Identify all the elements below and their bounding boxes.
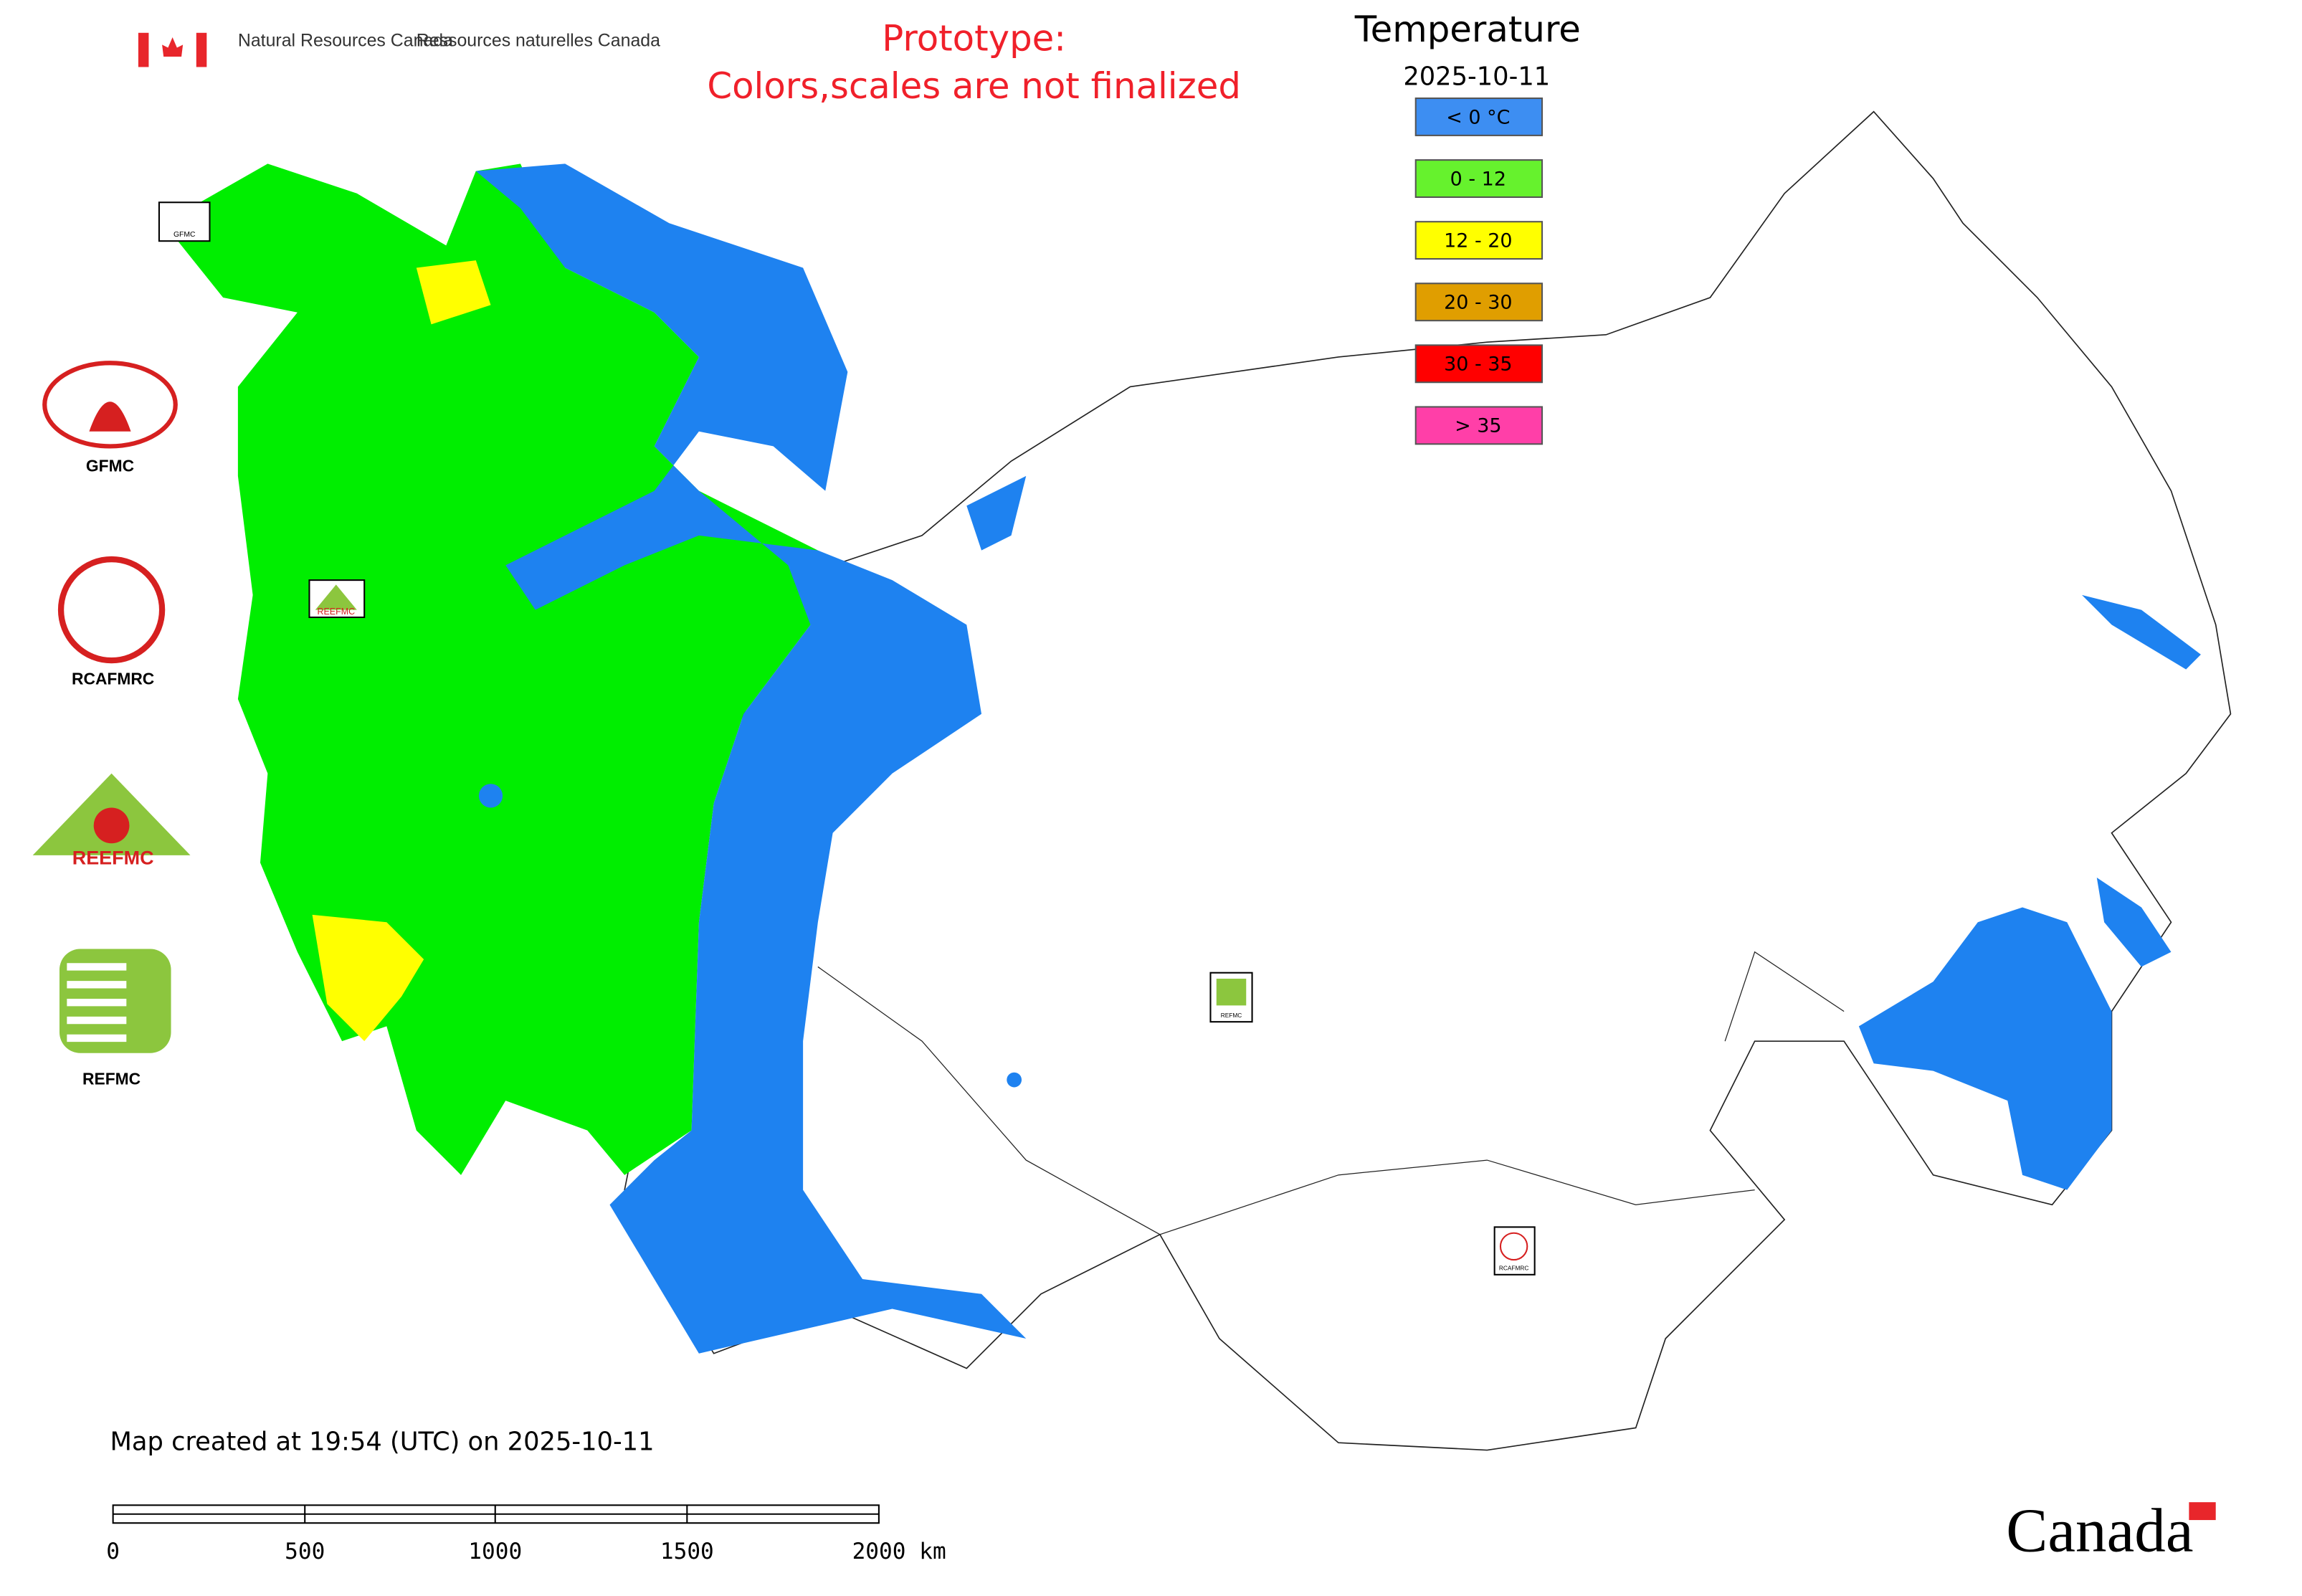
legend-swatch	[1414, 282, 1544, 322]
logo-label: REEFMC	[72, 847, 154, 868]
legend-swatch	[1414, 406, 1544, 445]
wordmark-flag	[2189, 1502, 2216, 1521]
lake	[1007, 1072, 1022, 1088]
temp-region-cold	[2082, 594, 2201, 670]
legend: < 0 °C 0 - 12 12 - 20 20 - 30 30 - 35 > 35	[1414, 98, 1544, 445]
badge: RCAFMRC	[1493, 1226, 1536, 1276]
temp-region-warm	[312, 914, 424, 1042]
scale-label: 500	[285, 1539, 325, 1564]
legend-label: 30 - 35	[1444, 353, 1512, 376]
lake	[478, 784, 503, 808]
temp-region-cold	[2096, 877, 2172, 967]
legend-label: > 35	[1455, 415, 1501, 437]
legend-label: 12 - 20	[1444, 229, 1512, 252]
created-note: Map created at 19:54 (UTC) on 2025-10-11	[110, 1428, 654, 1457]
country-borders	[817, 951, 1845, 1235]
legend-swatch	[1414, 221, 1544, 260]
legend-label: 20 - 30	[1444, 292, 1512, 314]
badge-label: REEFMC	[318, 607, 356, 617]
scale-label: 0	[106, 1539, 120, 1564]
legend-date: 2025-10-11	[1403, 62, 1550, 91]
legend-swatch	[1414, 159, 1544, 199]
temp-region-cold	[1858, 907, 2112, 1190]
scale-label: 1000	[468, 1539, 522, 1564]
legend-label: 0 - 12	[1450, 168, 1506, 190]
scale-bar	[112, 1504, 880, 1524]
legend-swatch	[1414, 344, 1544, 384]
notice-line: Colors,scales are not finalized	[707, 65, 1241, 107]
badge-label: REFMC	[1221, 1012, 1242, 1019]
logo-label: GFMC	[86, 457, 134, 475]
scale-label: 2000 km	[852, 1539, 946, 1564]
notice-line: Prototype:	[882, 18, 1066, 60]
badge: REFMC	[1209, 972, 1253, 1023]
logo-column	[32, 361, 191, 1053]
legend-swatch	[1414, 98, 1544, 136]
legend-label: < 0 °C	[1446, 106, 1510, 128]
agency-fr: Ressources naturelles Canada	[417, 30, 660, 50]
scale-label: 1500	[660, 1539, 714, 1564]
agency-en: Natural Resources Canada	[238, 30, 453, 50]
temp-region-cold	[475, 163, 1027, 1354]
badge-label: RCAFMRC	[1499, 1265, 1528, 1272]
scale-labels: 0 500 1000 1500 2000 km	[106, 1539, 946, 1564]
temp-region-cold	[966, 475, 1027, 551]
logo-label: RCAFMRC	[72, 669, 154, 688]
badge: REEFMC	[308, 579, 366, 619]
canada-wordmark: Canada	[2006, 1496, 2193, 1565]
logo-label: REFMC	[82, 1069, 141, 1088]
nrcan-header: Natural Resources Canada Ressources natu…	[138, 30, 660, 67]
badge: GFMC	[158, 201, 211, 242]
temp-region-warm	[416, 260, 491, 325]
legend-title: Temperature	[1354, 9, 1581, 50]
badge-label: GFMC	[173, 231, 196, 239]
